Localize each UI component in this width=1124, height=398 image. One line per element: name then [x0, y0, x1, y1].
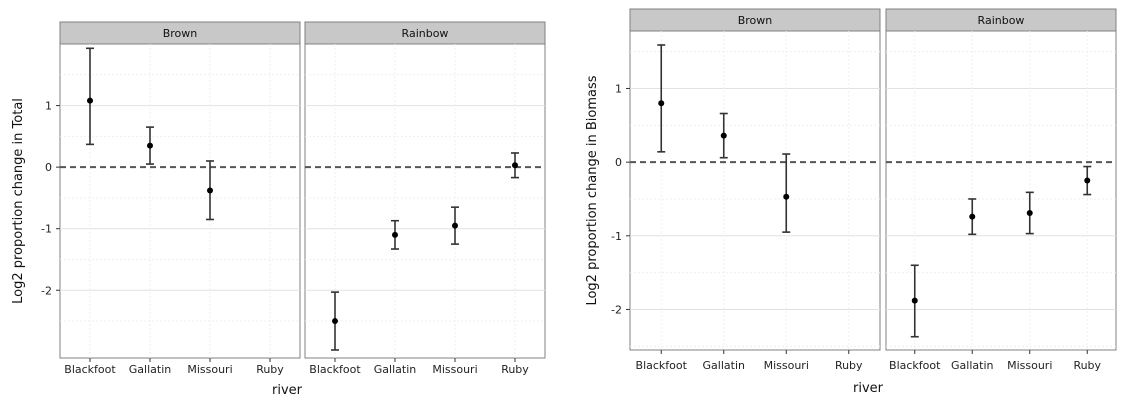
point-marker — [969, 213, 976, 220]
data-point-gallatin — [391, 219, 399, 250]
x-tick-label: Missouri — [1007, 359, 1052, 372]
facet-brown: Brown Blackfoot Gallatin Missouri Ruby — [59, 21, 301, 376]
x-tick-label: Ruby — [256, 363, 284, 376]
facet-rainbow: Rainbow Blackfoot Gallatin Missouri Ruby — [304, 21, 546, 376]
x-tick-label: Gallatin — [374, 363, 416, 376]
point-marker — [512, 162, 518, 169]
y-tick-label: -2 — [611, 303, 622, 316]
data-point-blackfoot — [331, 291, 339, 351]
x-tick-label: Ruby — [835, 359, 863, 372]
point-marker — [1026, 209, 1033, 216]
y-axis-title: Log2 proportion change in Biomass — [585, 75, 600, 305]
data-point-gallatin — [719, 112, 728, 159]
x-tick-label: Gallatin — [951, 359, 993, 372]
data-point-ruby — [1083, 165, 1092, 196]
facet-strip-label: Brown — [738, 14, 773, 27]
x-tick-label: Missouri — [187, 363, 232, 376]
x-tick-label: Gallatin — [703, 359, 745, 372]
y-axis-title: Log2 proportion change in Total — [11, 98, 26, 304]
x-axis-title: river — [853, 381, 884, 396]
point-marker — [147, 142, 153, 149]
x-tick-label: Blackfoot — [889, 359, 941, 372]
facet-strip-label: Brown — [163, 27, 198, 40]
data-point-missouri — [782, 153, 791, 233]
point-marker — [720, 132, 727, 139]
panel-background — [304, 43, 546, 359]
point-marker — [207, 187, 213, 194]
point-marker — [783, 193, 790, 200]
data-point-blackfoot — [86, 47, 94, 146]
point-marker — [87, 97, 93, 104]
y-tick-label: 1 — [615, 82, 622, 95]
facet-rainbow: Rainbow Blackfoot Gallatin Missouri Ruby — [885, 8, 1117, 372]
data-point-gallatin — [146, 126, 154, 165]
data-point-blackfoot — [657, 44, 666, 153]
y-tick-label: 0 — [45, 161, 52, 174]
facet-strip-label: Rainbow — [402, 27, 449, 40]
point-marker — [658, 100, 665, 107]
x-tick-label: Ruby — [501, 363, 529, 376]
data-point-ruby — [511, 152, 519, 179]
data-point-blackfoot — [910, 264, 919, 338]
panel-background — [885, 30, 1117, 351]
data-point-missouri — [451, 206, 459, 245]
x-tick-label: Blackfoot — [636, 359, 688, 372]
panel-background — [629, 30, 881, 351]
point-marker — [332, 318, 338, 325]
point-marker — [392, 231, 398, 238]
x-axis-title: river — [272, 383, 303, 398]
x-tick-label: Missouri — [764, 359, 809, 372]
y-tick-label: 0 — [615, 156, 622, 169]
data-point-missouri — [206, 160, 214, 221]
y-tick-label: -1 — [611, 230, 622, 243]
x-tick-label: Blackfoot — [309, 363, 361, 376]
facet-brown: Brown Blackfoot Gallatin Missouri Ruby — [629, 8, 881, 372]
point-marker — [911, 297, 918, 304]
point-marker — [452, 222, 458, 229]
x-tick-label: Ruby — [1073, 359, 1101, 372]
y-tick-label: -1 — [41, 223, 52, 236]
data-point-gallatin — [968, 198, 977, 236]
y-tick-label: 1 — [45, 100, 52, 113]
facet-strip-label: Rainbow — [978, 14, 1025, 27]
x-tick-label: Gallatin — [129, 363, 171, 376]
data-point-missouri — [1025, 191, 1034, 235]
x-tick-label: Blackfoot — [64, 363, 116, 376]
point-marker — [1084, 177, 1091, 184]
panel-background — [59, 43, 301, 359]
x-tick-label: Missouri — [432, 363, 477, 376]
y-tick-label: -2 — [41, 284, 52, 297]
